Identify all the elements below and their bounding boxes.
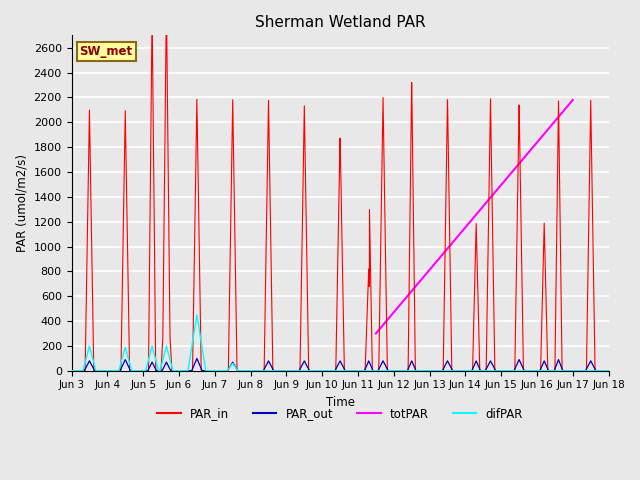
PAR_out bbox=[431, 368, 438, 373]
PAR_out bbox=[461, 368, 468, 373]
totPAR bbox=[372, 331, 380, 336]
difPAR bbox=[491, 368, 499, 373]
X-axis label: Time: Time bbox=[326, 396, 355, 409]
PAR_out bbox=[193, 356, 201, 361]
PAR_in bbox=[164, 162, 172, 168]
Legend: PAR_in, PAR_out, totPAR, difPAR: PAR_in, PAR_out, totPAR, difPAR bbox=[152, 403, 528, 425]
Title: Sherman Wetland PAR: Sherman Wetland PAR bbox=[255, 15, 426, 30]
Y-axis label: PAR (umol/m2/s): PAR (umol/m2/s) bbox=[15, 154, 28, 252]
PAR_in bbox=[604, 368, 612, 373]
difPAR bbox=[68, 368, 76, 373]
PAR_in bbox=[461, 368, 468, 373]
difPAR bbox=[604, 368, 612, 373]
PAR_in bbox=[491, 368, 499, 373]
PAR_out bbox=[604, 368, 612, 373]
PAR_out bbox=[320, 368, 328, 373]
Line: totPAR: totPAR bbox=[376, 100, 573, 334]
difPAR bbox=[461, 368, 468, 373]
PAR_out bbox=[68, 368, 76, 373]
PAR_in bbox=[431, 368, 438, 373]
Line: PAR_out: PAR_out bbox=[72, 359, 609, 371]
PAR_in bbox=[320, 368, 328, 373]
Line: PAR_in: PAR_in bbox=[72, 2, 609, 371]
totPAR bbox=[569, 97, 577, 103]
difPAR bbox=[605, 368, 612, 373]
Line: difPAR: difPAR bbox=[72, 315, 609, 371]
PAR_in bbox=[163, 0, 170, 5]
difPAR bbox=[431, 368, 438, 373]
PAR_in bbox=[68, 368, 76, 373]
PAR_in bbox=[605, 368, 612, 373]
difPAR bbox=[193, 312, 201, 318]
difPAR bbox=[164, 349, 172, 355]
PAR_out bbox=[605, 368, 612, 373]
PAR_out bbox=[491, 366, 499, 372]
Text: SW_met: SW_met bbox=[79, 46, 132, 59]
difPAR bbox=[320, 368, 328, 373]
PAR_out bbox=[164, 362, 172, 368]
